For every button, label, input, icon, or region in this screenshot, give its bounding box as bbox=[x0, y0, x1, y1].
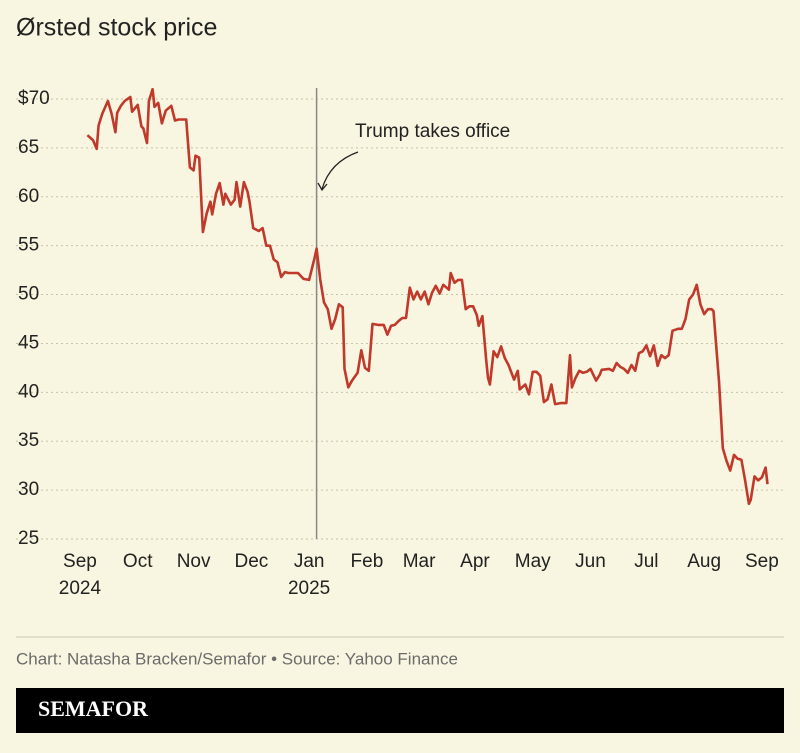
x-tick-label: Apr bbox=[460, 551, 490, 572]
brand-logo: SEMAFOR bbox=[38, 696, 149, 721]
x-year-label: 2024 bbox=[59, 578, 102, 599]
y-tick-label: 65 bbox=[18, 137, 39, 158]
y-tick-label: 45 bbox=[18, 332, 39, 353]
y-tick-label: $70 bbox=[18, 88, 50, 109]
x-tick-label: Sep bbox=[745, 551, 779, 572]
y-tick-label: 55 bbox=[18, 235, 39, 256]
chart-title: Ørsted stock price bbox=[16, 14, 217, 42]
brand-band bbox=[16, 688, 784, 733]
y-tick-label: 35 bbox=[18, 430, 39, 451]
x-tick-label: Jun bbox=[575, 551, 606, 572]
annotation-arrowhead bbox=[317, 182, 328, 192]
x-tick-label: Jan bbox=[294, 551, 325, 572]
x-year-label: 2025 bbox=[288, 578, 330, 599]
x-tick-label: Mar bbox=[403, 551, 436, 572]
x-tick-label: Oct bbox=[123, 551, 153, 572]
y-tick-label: 25 bbox=[18, 528, 39, 549]
annotation-arrow bbox=[321, 151, 359, 190]
x-tick-label: May bbox=[515, 551, 551, 572]
x-tick-label: Aug bbox=[687, 551, 721, 572]
x-tick-label: Sep bbox=[63, 551, 97, 572]
y-tick-label: 50 bbox=[18, 284, 39, 305]
y-tick-label: 60 bbox=[18, 186, 39, 207]
y-tick-label: 40 bbox=[18, 381, 39, 402]
x-tick-label: Jul bbox=[634, 551, 658, 572]
x-tick-label: Nov bbox=[177, 551, 211, 572]
x-tick-label: Dec bbox=[234, 551, 268, 572]
price-line bbox=[86, 87, 769, 506]
x-tick-label: Feb bbox=[351, 551, 384, 572]
footer-credit: Chart: Natasha Bracken/Semafor • Source:… bbox=[16, 649, 458, 668]
y-tick-label: 30 bbox=[18, 479, 39, 500]
annotation-label: Trump takes office bbox=[355, 121, 510, 142]
